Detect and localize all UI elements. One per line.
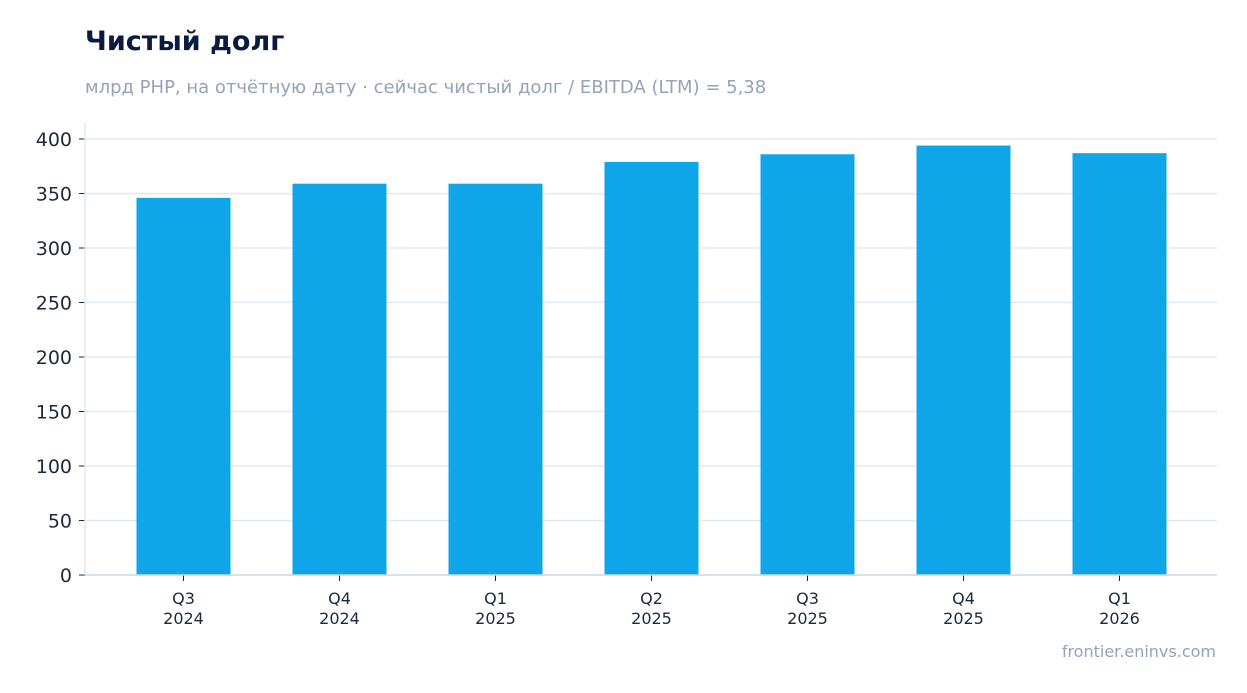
x-tick-label-line: 2025 xyxy=(787,609,828,628)
chart-title: Чистый долг xyxy=(85,26,285,57)
x-tick-label-line: 2025 xyxy=(631,609,672,628)
y-tick-label: 200 xyxy=(36,347,72,369)
bar xyxy=(292,183,387,575)
y-tick-label: 100 xyxy=(36,456,72,478)
x-tick-label: Q1 2026 xyxy=(1099,589,1140,628)
x-tick-label: Q2 2025 xyxy=(631,589,672,628)
bar xyxy=(1072,153,1167,576)
x-tick-label-line: Q3 xyxy=(172,589,195,608)
bar xyxy=(760,154,855,575)
y-tick-label: 350 xyxy=(36,184,72,206)
chart-subtitle: млрд PHP, на отчётную дату · сейчас чист… xyxy=(85,77,767,98)
x-tick-label-line: 2025 xyxy=(943,609,984,628)
x-tick-label-line: Q4 xyxy=(952,589,975,608)
y-tick-label: 150 xyxy=(36,402,72,424)
x-tick-label-line: Q4 xyxy=(328,589,351,608)
y-tick-label: 0 xyxy=(60,565,72,587)
bar xyxy=(604,161,699,575)
source-credit: frontier.eninvs.com xyxy=(1061,642,1216,661)
x-tick-label-line: 2024 xyxy=(163,609,204,628)
x-tick-label: Q3 2024 xyxy=(163,589,204,628)
y-tick-label: 400 xyxy=(36,129,72,151)
x-tick-label-line: Q3 xyxy=(796,589,819,608)
x-tick-label-line: Q1 xyxy=(1108,589,1131,608)
x-tick-label-line: 2026 xyxy=(1099,609,1140,628)
bar xyxy=(916,145,1011,576)
bar xyxy=(448,183,543,575)
x-tick-label-line: 2025 xyxy=(475,609,516,628)
bar xyxy=(136,197,231,576)
y-tick-label: 50 xyxy=(48,511,72,533)
bars xyxy=(136,145,1167,576)
x-tick-label: Q4 2024 xyxy=(319,589,360,628)
x-tick-label-line: Q2 xyxy=(640,589,663,608)
y-tick-label: 300 xyxy=(36,238,72,260)
y-tick-label: 250 xyxy=(36,293,72,315)
x-tick-label: Q1 2025 xyxy=(475,589,516,628)
x-tick-label: Q4 2025 xyxy=(943,589,984,628)
axes xyxy=(79,123,1217,581)
x-tick-label-line: Q1 xyxy=(484,589,507,608)
x-tick-label: Q3 2025 xyxy=(787,589,828,628)
x-tick-label-line: 2024 xyxy=(319,609,360,628)
y-tick-labels: 0 50 100 150 200 250 300 350 400 xyxy=(36,129,72,587)
